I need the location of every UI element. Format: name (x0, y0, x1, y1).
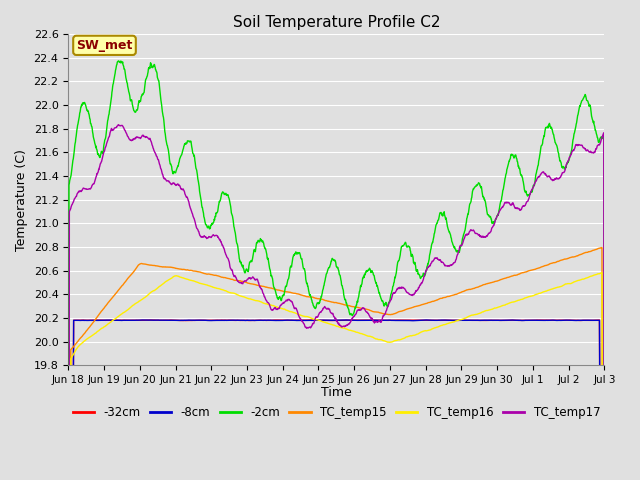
Text: SW_met: SW_met (76, 39, 132, 52)
Title: Soil Temperature Profile C2: Soil Temperature Profile C2 (232, 15, 440, 30)
X-axis label: Time: Time (321, 386, 352, 399)
Y-axis label: Temperature (C): Temperature (C) (15, 149, 28, 251)
Legend: -32cm, -8cm, -2cm, TC_temp15, TC_temp16, TC_temp17: -32cm, -8cm, -2cm, TC_temp15, TC_temp16,… (68, 401, 605, 424)
